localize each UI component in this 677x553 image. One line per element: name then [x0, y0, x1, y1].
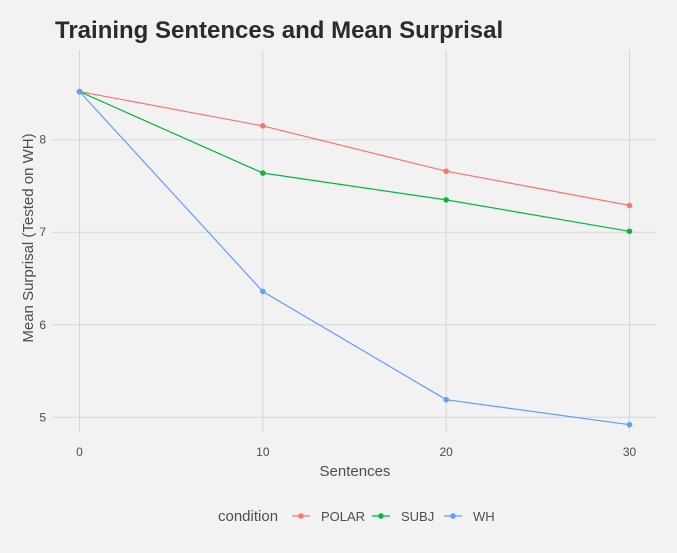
data-point-polar	[260, 123, 266, 129]
chart-title: Training Sentences and Mean Surprisal	[55, 17, 503, 44]
legend-label-polar: POLAR	[321, 509, 365, 524]
legend-label-subj: SUBJ	[401, 509, 434, 524]
data-point-polar	[626, 202, 633, 209]
series-line-wh	[79, 91, 630, 426]
legend-key-point-wh	[450, 513, 456, 519]
data-point-wh	[626, 421, 633, 428]
x-tick-label: 10	[256, 445, 270, 459]
y-axis-title: Mean Surprisal (Tested on WH)	[20, 133, 37, 342]
y-tick-label: 6	[39, 318, 46, 332]
legend-title: condition	[218, 508, 278, 525]
data-point-subj	[443, 197, 449, 203]
x-tick-label: 30	[623, 445, 637, 459]
series-layer	[76, 88, 633, 428]
data-point-wh	[76, 88, 83, 95]
x-tick-label: 20	[439, 445, 453, 459]
data-point-subj	[260, 170, 266, 176]
y-tick-label: 8	[39, 133, 46, 147]
series-line-polar	[79, 91, 630, 206]
y-tick-label: 7	[39, 225, 46, 239]
data-point-wh	[260, 288, 266, 295]
legend-key-point-subj	[378, 513, 384, 519]
legend: condition POLAR SUBJ WH	[218, 508, 495, 525]
axes: 0 10 20 30 5 6 7 8	[39, 133, 636, 459]
data-point-polar	[443, 168, 449, 174]
legend-label-wh: WH	[473, 509, 495, 524]
legend-key-point-polar	[298, 513, 304, 519]
data-point-subj	[626, 228, 633, 235]
x-tick-label: 0	[76, 445, 83, 459]
y-tick-label: 5	[39, 410, 46, 424]
grid	[52, 50, 657, 433]
series-line-subj	[79, 91, 630, 232]
data-point-wh	[443, 396, 449, 403]
x-axis-title: Sentences	[320, 463, 391, 480]
